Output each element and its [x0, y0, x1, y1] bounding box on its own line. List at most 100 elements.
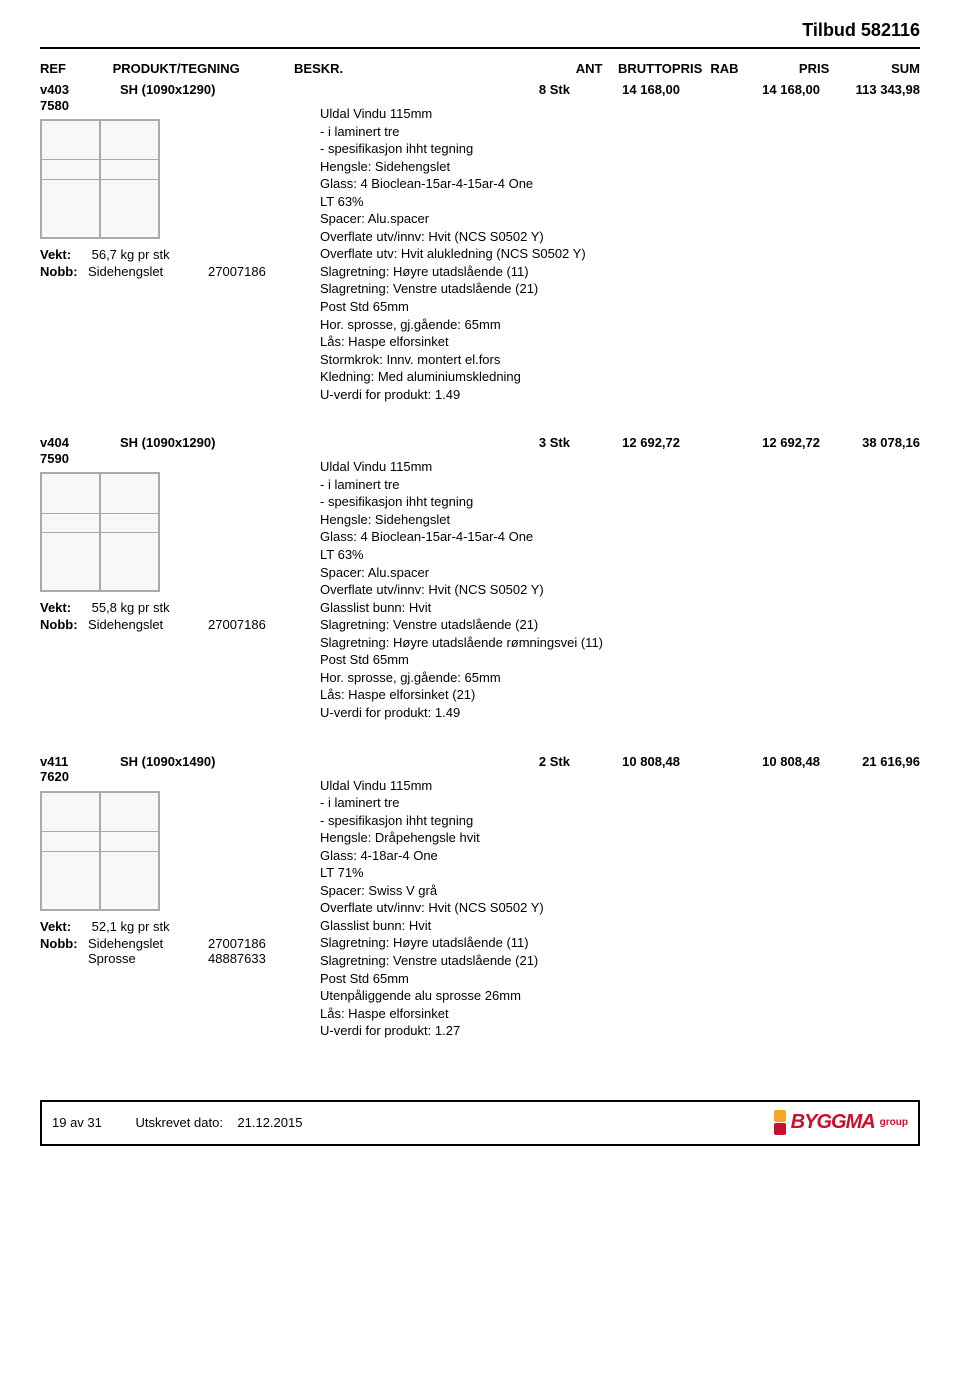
- header-bruttopris: BRUTTOPRIS: [602, 61, 702, 76]
- spec-line: Lås: Haspe elforsinket: [320, 333, 920, 351]
- item-brutto: 10 808,48: [570, 754, 680, 769]
- nobb-row: Nobb:Sidehengslet27007186: [40, 264, 320, 279]
- spec-line: - i laminert tre: [320, 123, 920, 141]
- line-item: v4047590SH (1090x1290) Vekt: 55,8 kg pr s…: [40, 435, 920, 721]
- item-qty: 8 Stk: [510, 82, 570, 97]
- spec-line: Uldal Vindu 115mm: [320, 777, 920, 795]
- document-title: Tilbud 582116: [40, 20, 920, 49]
- nobb-label: Nobb:: [40, 617, 88, 632]
- spec-line: U-verdi for produkt: 1.49: [320, 386, 920, 404]
- logo-dots-icon: [774, 1110, 786, 1135]
- spec-line: Slagretning: Venstre utadslående (21): [320, 616, 920, 634]
- spec-line: Lås: Haspe elforsinket (21): [320, 686, 920, 704]
- item-ref: v4037580: [40, 82, 120, 113]
- spec-line: Post Std 65mm: [320, 651, 920, 669]
- item-pris: 12 692,72: [720, 435, 820, 450]
- item-rab: [680, 82, 720, 97]
- spec-line: Overflate utv/innv: Hvit (NCS S0502 Y): [320, 899, 920, 917]
- header-produkt: PRODUKT/TEGNING: [113, 61, 294, 76]
- spec-line: LT 63%: [320, 193, 920, 211]
- item-left-column: v4047590SH (1090x1290) Vekt: 55,8 kg pr s…: [40, 435, 320, 721]
- spec-line: - i laminert tre: [320, 476, 920, 494]
- item-left-column: v4037580SH (1090x1290)Vekt: 56,7 kg pr s…: [40, 82, 320, 403]
- item-right-column: 8 Stk14 168,0014 168,00113 343,98Uldal V…: [320, 82, 920, 403]
- page-footer: 19 av 31 Utskrevet dato: 21.12.2015 BYGG…: [40, 1100, 920, 1146]
- item-price-row: 3 Stk12 692,7212 692,7238 078,16: [320, 435, 920, 450]
- header-beskr: BESKR.: [294, 61, 548, 76]
- item-right-column: 3 Stk12 692,7212 692,7238 078,16Uldal Vi…: [320, 435, 920, 721]
- header-sum: SUM: [829, 61, 920, 76]
- item-title: SH (1090x1290): [120, 435, 215, 466]
- spec-line: LT 71%: [320, 864, 920, 882]
- nobb-name: Sprosse: [88, 951, 208, 966]
- item-rab: [680, 754, 720, 769]
- page-number: 19 av 31: [52, 1115, 102, 1130]
- item-pris: 10 808,48: [720, 754, 820, 769]
- spec-line: Post Std 65mm: [320, 970, 920, 988]
- item-brutto: 12 692,72: [570, 435, 680, 450]
- item-price-row: 2 Stk10 808,4810 808,4821 616,96: [320, 754, 920, 769]
- spec-line: Utenpåliggende alu sprosse 26mm: [320, 987, 920, 1005]
- item-spec-list: Uldal Vindu 115mm- i laminert tre- spesi…: [320, 458, 920, 721]
- spec-line: Slagretning: Høyre utadslående (11): [320, 934, 920, 952]
- spec-line: Spacer: Alu.spacer: [320, 564, 920, 582]
- nobb-label: Nobb:: [40, 936, 88, 951]
- header-rab: RAB: [702, 61, 738, 76]
- spec-line: Slagretning: Venstre utadslående (21): [320, 952, 920, 970]
- spec-line: Hengsle: Sidehengslet: [320, 158, 920, 176]
- item-weight: Vekt: 55,8 kg pr stk: [40, 600, 320, 615]
- window-drawing-icon: [40, 472, 160, 592]
- item-nobb-rows: Nobb:Sidehengslet27007186Sprosse48887633: [40, 936, 320, 966]
- window-drawing-icon: [40, 119, 160, 239]
- nobb-code: 27007186: [208, 617, 288, 632]
- header-ant: ANT: [548, 61, 602, 76]
- spec-line: Glass: 4 Bioclean-15ar-4-15ar-4 One: [320, 175, 920, 193]
- header-pris: PRIS: [739, 61, 830, 76]
- item-title: SH (1090x1490): [120, 754, 215, 785]
- spec-line: Lås: Haspe elforsinket: [320, 1005, 920, 1023]
- spec-line: Post Std 65mm: [320, 298, 920, 316]
- logo-subtext: group: [880, 1117, 908, 1128]
- column-header-row: REF PRODUKT/TEGNING BESKR. ANT BRUTTOPRI…: [40, 57, 920, 82]
- item-qty: 3 Stk: [510, 435, 570, 450]
- spec-line: Stormkrok: Innv. montert el.fors: [320, 351, 920, 369]
- spec-line: Hengsle: Dråpehengsle hvit: [320, 829, 920, 847]
- header-ref: REF: [40, 61, 113, 76]
- nobb-row: Nobb:Sidehengslet27007186: [40, 936, 320, 951]
- item-price-row: 8 Stk14 168,0014 168,00113 343,98: [320, 82, 920, 97]
- nobb-row: Sprosse48887633: [40, 951, 320, 966]
- item-ref: v4047590: [40, 435, 120, 466]
- spec-line: Overflate utv/innv: Hvit (NCS S0502 Y): [320, 228, 920, 246]
- nobb-code: 27007186: [208, 264, 288, 279]
- spec-line: Slagretning: Høyre utadslående (11): [320, 263, 920, 281]
- spec-line: Uldal Vindu 115mm: [320, 458, 920, 476]
- spec-line: Glass: 4-18ar-4 One: [320, 847, 920, 865]
- print-date-label: Utskrevet dato:: [136, 1115, 223, 1130]
- logo-text: BYGGMA: [791, 1111, 875, 1134]
- spec-line: Hor. sprosse, gj.gående: 65mm: [320, 316, 920, 334]
- item-ref: v4117620: [40, 754, 120, 785]
- byggma-logo: BYGGMA group: [774, 1110, 908, 1135]
- spec-line: U-verdi for produkt: 1.27: [320, 1022, 920, 1040]
- spec-line: Spacer: Swiss V grå: [320, 882, 920, 900]
- item-sum: 38 078,16: [820, 435, 920, 450]
- item-left-column: v4117620SH (1090x1490) Vekt: 52,1 kg pr s…: [40, 754, 320, 1040]
- nobb-label: [40, 951, 88, 966]
- spec-line: - spesifikasjon ihht tegning: [320, 493, 920, 511]
- spec-line: U-verdi for produkt: 1.49: [320, 704, 920, 722]
- spec-line: Glass: 4 Bioclean-15ar-4-15ar-4 One: [320, 528, 920, 546]
- line-item: v4037580SH (1090x1290)Vekt: 56,7 kg pr s…: [40, 82, 920, 403]
- spec-line: Glasslist bunn: Hvit: [320, 917, 920, 935]
- spec-line: - i laminert tre: [320, 794, 920, 812]
- spec-line: Overflate utv/innv: Hvit (NCS S0502 Y): [320, 581, 920, 599]
- item-brutto: 14 168,00: [570, 82, 680, 97]
- nobb-label: Nobb:: [40, 264, 88, 279]
- spec-line: - spesifikasjon ihht tegning: [320, 140, 920, 158]
- spec-line: Overflate utv: Hvit alukledning (NCS S05…: [320, 245, 920, 263]
- item-title: SH (1090x1290): [120, 82, 215, 113]
- window-drawing-icon: [40, 791, 160, 911]
- item-weight: Vekt: 52,1 kg pr stk: [40, 919, 320, 934]
- item-sum: 113 343,98: [820, 82, 920, 97]
- footer-left: 19 av 31 Utskrevet dato: 21.12.2015: [52, 1115, 302, 1130]
- spec-line: LT 63%: [320, 546, 920, 564]
